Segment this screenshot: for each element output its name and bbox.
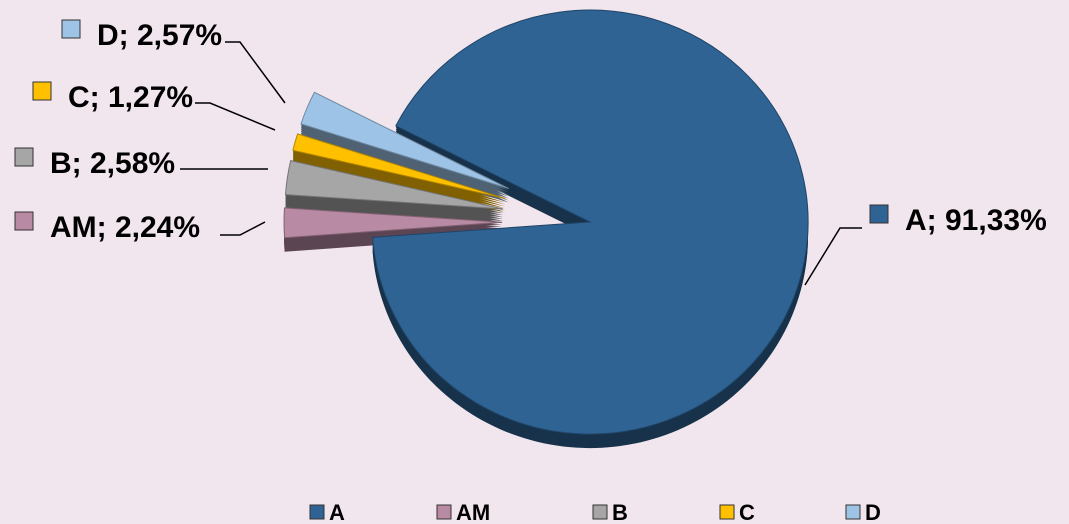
label-swatch-a bbox=[869, 204, 889, 224]
pie-slice-am bbox=[283, 207, 503, 239]
legend-swatch-am bbox=[436, 504, 452, 520]
legend-swatch-b bbox=[592, 504, 608, 520]
pie-slice-a bbox=[372, 9, 809, 435]
pie-slice-d bbox=[300, 91, 509, 189]
leader-line-d bbox=[225, 41, 286, 104]
legend-label-am: AM bbox=[456, 500, 490, 524]
pie-slice-c bbox=[292, 133, 506, 200]
legend-label-b: B bbox=[612, 500, 628, 524]
legend-label-d: D bbox=[865, 500, 881, 524]
data-label-am: AM; 2,24% bbox=[50, 211, 200, 244]
label-swatch-am bbox=[14, 211, 34, 231]
legend-label-a: A bbox=[329, 500, 345, 524]
data-label-c: C; 1,27% bbox=[68, 81, 193, 114]
leader-lines bbox=[180, 41, 862, 286]
label-swatch-d bbox=[61, 19, 81, 39]
label-swatch-b bbox=[14, 147, 34, 167]
legend-swatch-c bbox=[719, 504, 735, 520]
leader-line-am bbox=[220, 221, 266, 236]
leader-line-a bbox=[804, 227, 862, 286]
pie-slices bbox=[283, 9, 809, 449]
label-swatch-c bbox=[32, 81, 52, 101]
pie-slice-b bbox=[284, 160, 504, 210]
data-label-b: B; 2,58% bbox=[50, 147, 175, 180]
data-label-d: D; 2,57% bbox=[97, 19, 222, 52]
data-labels: A; 91,33% AM; 2,24% B; 2,58% C; 1,27% D; 2,5… bbox=[14, 19, 1047, 244]
data-label-a: A; 91,33% bbox=[905, 204, 1047, 237]
legend-swatch-d bbox=[845, 504, 861, 520]
legend: A AM B C D bbox=[309, 500, 881, 524]
leader-line-c bbox=[195, 102, 276, 131]
legend-swatch-a bbox=[309, 504, 325, 520]
legend-label-c: C bbox=[739, 500, 755, 524]
